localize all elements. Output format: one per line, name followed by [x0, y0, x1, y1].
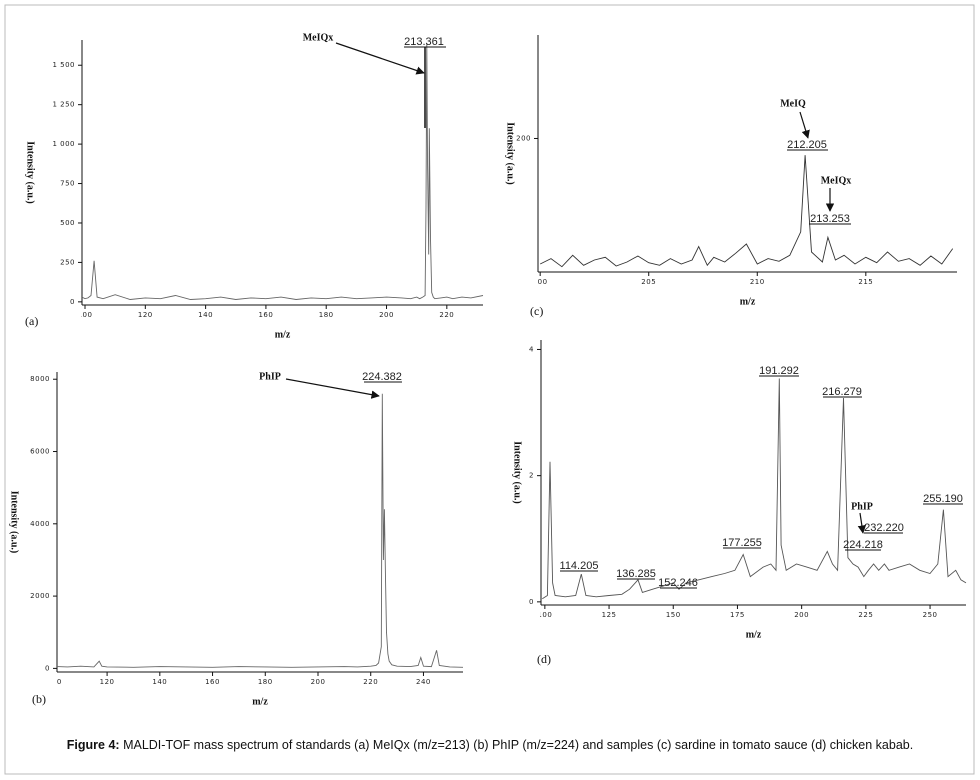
x-tick-label: 200	[794, 611, 809, 619]
x-tick-label: 200	[379, 311, 394, 319]
y-tick-label: 0	[70, 298, 75, 306]
y-tick-label: 0	[529, 598, 534, 606]
y-axis-label: Intensity (a.u.)	[9, 491, 20, 554]
y-tick-label: 200	[516, 134, 531, 142]
spectrum	[56, 393, 464, 668]
x-tick-label: 160	[258, 311, 273, 319]
x-tick-label: 250	[923, 611, 938, 619]
compound-label: MeIQx	[821, 175, 852, 186]
y-tick-label: 2	[529, 472, 534, 480]
x-axis-label: m/z	[252, 696, 268, 707]
panel: 0 250 500 750 1 000 1 250 1 500 100 120 140 160 180…	[25, 32, 484, 340]
panel-label: (c)	[530, 304, 543, 318]
x-ticks: 100 120 140 160 180 200 220 240	[47, 672, 431, 686]
panel-label: (b)	[32, 692, 46, 706]
compound-arrow	[799, 111, 810, 139]
y-tick-label: 0	[45, 664, 50, 672]
peak-label: 255.190	[923, 493, 963, 505]
y-tick-label: 8000	[30, 375, 50, 383]
x-tick-label: 180	[319, 311, 334, 319]
x-tick-label: 160	[205, 678, 220, 686]
y-axis-label: Intensity (a.u.)	[25, 141, 36, 204]
spectrum	[81, 43, 484, 300]
x-tick-label: 125	[602, 611, 617, 619]
compound-arrow	[285, 378, 380, 399]
panel: 0 2000 4000 6000 8000 100 120 140 160 180 200 220 24…	[9, 371, 464, 707]
x-tick-label: 210	[750, 278, 765, 286]
peak-label: 114.205	[560, 560, 599, 572]
x-tick-label: 200	[311, 678, 326, 686]
peak-label: 224.382	[362, 371, 402, 383]
y-tick-label: 1 500	[52, 61, 75, 69]
caption-label: Figure 4:	[67, 738, 120, 752]
y-tick-label: 4000	[30, 520, 50, 528]
spectrum	[539, 155, 954, 268]
peak-label: 191.292	[759, 365, 799, 377]
x-tick-label: 100	[78, 311, 93, 319]
peak-label: 213.361	[404, 36, 444, 48]
compound-arrow	[335, 42, 425, 75]
y-tick-label: 1 250	[52, 101, 75, 109]
y-tick-label: 2000	[30, 592, 50, 600]
x-tick-label: 180	[258, 678, 273, 686]
peak-label: 212.205	[787, 139, 827, 151]
x-tick-label: 120	[138, 311, 153, 319]
x-ticks: 200 205 210 215	[533, 272, 873, 286]
y-tick-label: 4	[529, 345, 534, 353]
x-axis-label: m/z	[746, 629, 762, 640]
x-tick-label: 225	[858, 611, 873, 619]
x-ticks: 100 125 150 175 200 225 250	[537, 605, 938, 619]
x-tick-label: 220	[439, 311, 454, 319]
x-tick-label: 205	[641, 278, 656, 286]
compound-label: MeIQx	[303, 32, 334, 43]
x-tick-label: 120	[100, 678, 115, 686]
x-tick-label: 100	[47, 678, 62, 686]
y-axis-label: Intensity (a.u.)	[512, 441, 523, 504]
x-tick-label: 240	[416, 678, 431, 686]
peak-label: 232.220	[864, 522, 904, 534]
panel-label: (a)	[25, 314, 38, 328]
y-axis-label: Intensity (a.u.)	[505, 122, 516, 185]
peak-label: 152.246	[658, 577, 698, 589]
x-tick-label: 215	[858, 278, 873, 286]
x-tick-label: 220	[363, 678, 378, 686]
compound-arrow	[857, 512, 867, 534]
y-tick-label: 6000	[30, 448, 50, 456]
peak-label: 177.255	[722, 537, 762, 549]
x-tick-label: 140	[152, 678, 167, 686]
panel: 200 200 205 210 215 m/z Intensity (a.u.) (c) 212…	[505, 35, 957, 318]
compound-label: PhIP	[851, 501, 873, 512]
figure-border	[4, 4, 975, 775]
y-tick-label: 1 000	[52, 140, 75, 148]
y-tick-label: 750	[60, 180, 75, 188]
spectrum	[542, 378, 967, 600]
x-ticks: 100 120 140 160 180 200 220	[78, 305, 454, 319]
x-tick-label: 140	[198, 311, 213, 319]
y-tick-label: 500	[60, 219, 75, 227]
x-tick-label: 150	[666, 611, 681, 619]
x-axis-label: m/z	[740, 296, 756, 307]
peak-label: 213.253	[810, 213, 850, 225]
x-axis-label: m/z	[275, 329, 291, 340]
y-tick-label: 250	[60, 258, 75, 266]
peak-label: 224.218	[843, 539, 883, 551]
x-tick-label: 175	[730, 611, 745, 619]
compound-label: PhIP	[259, 371, 281, 382]
x-tick-label: 100	[537, 611, 552, 619]
compound-label: MeIQ	[780, 98, 806, 109]
panel: 0 2 4 100 125 150 175 200 225 250 m/z Intensity (a.…	[512, 340, 967, 666]
caption-text: MALDI-TOF mass spectrum of standards (a)…	[123, 738, 913, 752]
x-tick-label: 200	[533, 278, 548, 286]
peak-label: 136.285	[616, 568, 656, 580]
caption: Figure 4: MALDI-TOF mass spectrum of sta…	[67, 738, 913, 752]
peak-label: 216.279	[822, 386, 862, 398]
panel-label: (d)	[537, 652, 551, 666]
